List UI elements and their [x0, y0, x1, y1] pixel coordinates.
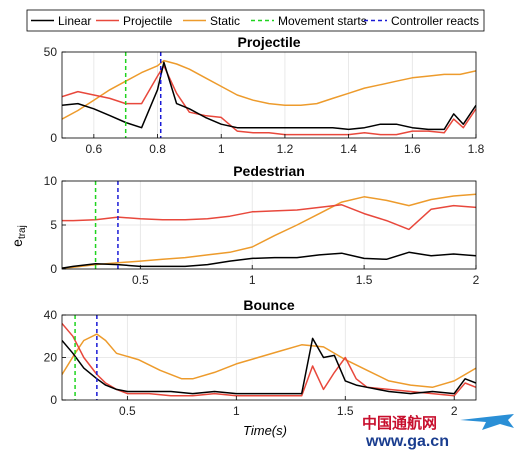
chart-title: Pedestrian — [233, 163, 305, 179]
series-group — [62, 59, 476, 136]
x-tick-label: 1 — [249, 273, 256, 287]
series-line-projectile — [62, 204, 476, 231]
x-tick-label: 2 — [473, 273, 480, 287]
y-axis-label-main: e — [9, 239, 25, 247]
legend-box — [26, 9, 485, 32]
x-tick-label: 0.8 — [149, 142, 166, 156]
x-tick-label: 1.2 — [277, 142, 294, 156]
y-axis-label-sub: traj — [17, 225, 28, 239]
legend-label-controller-reacts: Controller reacts — [391, 14, 479, 28]
chart-panel-projectile: 0.6 0.8 1 1.2 1.4 1.6 1.8 0 50 Projectile — [44, 34, 485, 156]
y-tick-label: 0 — [50, 393, 57, 407]
series-group — [62, 193, 476, 269]
x-tick-label: 2 — [451, 404, 458, 418]
series-line-linear — [62, 337, 476, 395]
x-tick-label: 1.8 — [468, 142, 485, 156]
airplane-icon — [460, 414, 514, 430]
watermark-cn: 中国通航网 — [362, 414, 437, 432]
y-tick-label: 50 — [44, 45, 58, 59]
legend-label-movement-starts: Movement starts — [278, 14, 367, 28]
y-tick-label: 20 — [44, 351, 58, 365]
y-tick-label: 40 — [44, 308, 58, 322]
x-tick-label: 1 — [218, 142, 225, 156]
legend-label-static: Static — [210, 14, 240, 28]
x-tick-label: 1.4 — [340, 142, 357, 156]
x-tick-label: 1.6 — [404, 142, 421, 156]
series-line-static — [62, 59, 476, 120]
x-tick-label: 0.5 — [132, 273, 149, 287]
series-line-static — [62, 333, 476, 389]
series-line-projectile — [62, 65, 476, 136]
axes-frame — [61, 51, 477, 139]
y-tick-label: 5 — [50, 218, 57, 232]
plot-area — [62, 52, 476, 138]
x-tick-label: 0.5 — [119, 404, 136, 418]
series-line-linear — [62, 61, 476, 131]
legend-label-linear: Linear — [58, 14, 91, 28]
chart-panel-pedestrian: 0.5 1 1.5 2 0 5 10 Pedestrian — [44, 163, 480, 287]
chart-title: Projectile — [237, 34, 300, 50]
y-tick-label: 0 — [50, 262, 57, 276]
y-axis-label: etraj — [9, 225, 28, 247]
x-tick-label: 1.5 — [337, 404, 354, 418]
y-tick-label: 0 — [50, 131, 57, 145]
y-tick-label: 10 — [44, 174, 58, 188]
watermark-url: www.ga.cn — [365, 433, 449, 450]
series-line-linear — [62, 251, 476, 269]
legend-label-projectile: Projectile — [123, 14, 173, 28]
series-line-projectile — [62, 323, 476, 397]
chart-title: Bounce — [243, 297, 295, 313]
series-line-static — [62, 193, 476, 269]
x-tick-label: 1.5 — [356, 273, 373, 287]
x-tick-label: 0.6 — [86, 142, 103, 156]
legend: Linear Projectile Static Movement starts… — [26, 9, 485, 32]
watermark: 中国通航网 www.ga.cn — [362, 414, 514, 450]
x-tick-label: 1 — [233, 404, 240, 418]
x-axis-label: Time(s) — [243, 423, 287, 438]
series-group — [62, 323, 476, 397]
